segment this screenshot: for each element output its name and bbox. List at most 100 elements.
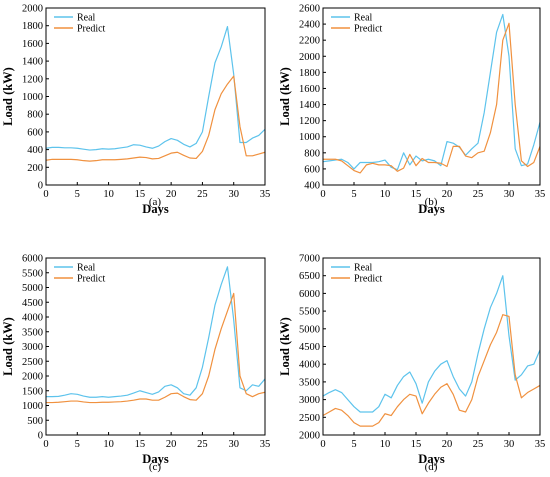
x-tick-label: 25 [473, 189, 484, 200]
x-tick-label: 20 [442, 439, 453, 450]
x-tick-label: 25 [197, 189, 208, 200]
y-tick-label: 1500 [22, 386, 43, 397]
y-tick-label: 4500 [299, 342, 320, 353]
x-tick-label: 10 [380, 439, 391, 450]
legend-label-predict: Predict [77, 274, 106, 285]
y-tick-label: 800 [27, 110, 43, 121]
x-tick-label: 25 [473, 439, 484, 450]
series-line-predict [45, 75, 266, 162]
legend-label-predict: Predict [354, 274, 383, 285]
x-tick-label: 30 [504, 189, 515, 200]
y-tick-label: 1600 [22, 39, 43, 50]
y-axis-title: Load (kW) [1, 317, 15, 376]
y-tick-label: 2000 [22, 4, 43, 15]
series-line-real [45, 25, 266, 151]
x-tick-label: 5 [75, 439, 80, 450]
y-tick-label: 0 [38, 431, 43, 442]
y-tick-label: 2000 [299, 431, 320, 442]
chart-panel-3: 0 5 10 15 20 25 30 35 0 500 1000 1500 2000 2500 3000 35… [1, 254, 270, 474]
y-tick-label: 4000 [22, 313, 43, 324]
x-tick-label: 10 [103, 189, 114, 200]
legend-label-real: Real [77, 13, 96, 24]
x-tick-label: 15 [411, 189, 422, 200]
x-tick-label: 30 [228, 189, 239, 200]
x-tick-label: 15 [411, 439, 422, 450]
y-tick-label: 1800 [299, 68, 320, 79]
legend-label-real: Real [77, 263, 96, 274]
chart-panel-1: 0 5 10 15 20 25 30 35 0 200 400 600 800 1000 1200 1400 1… [1, 4, 270, 217]
y-tick-label: 2000 [299, 52, 320, 63]
y-tick-label: 400 [27, 145, 43, 156]
x-tick-label: 20 [166, 189, 177, 200]
y-tick-label: 5000 [22, 283, 43, 294]
x-tick-label: 20 [442, 189, 453, 200]
y-axis-title: Load (kW) [278, 317, 292, 376]
y-tick-label: 4500 [22, 298, 43, 309]
y-axis-title: Load (kW) [278, 67, 292, 126]
chart-panel-2: 0 5 10 15 20 25 30 35 400 600 800 1000 1200 1400 1600 1… [278, 4, 545, 217]
y-tick-label: 1000 [22, 92, 43, 103]
y-tick-label: 1000 [299, 132, 320, 143]
y-tick-label: 600 [27, 127, 43, 138]
x-tick-label: 0 [43, 189, 48, 200]
series-line-predict [46, 292, 266, 404]
y-tick-label: 2500 [299, 413, 320, 424]
series-line-real [322, 275, 541, 413]
y-tick-label: 2500 [22, 357, 43, 368]
series-line-predict [322, 314, 541, 427]
panel-label: (d) [425, 461, 438, 473]
y-tick-label: 7000 [299, 254, 320, 265]
plot-frame [45, 257, 266, 436]
y-tick-label: 3000 [299, 395, 320, 406]
y-tick-label: 400 [304, 181, 320, 192]
y-tick-label: 2600 [299, 4, 320, 15]
y-tick-label: 1400 [299, 100, 320, 111]
x-tick-label: 25 [197, 439, 208, 450]
panel-label: (a) [149, 196, 162, 208]
plot-frame [322, 7, 541, 186]
x-axis-title: Days [418, 202, 445, 216]
y-tick-label: 1600 [299, 84, 320, 95]
y-tick-label: 1800 [22, 21, 43, 32]
y-tick-label: 800 [304, 148, 320, 159]
y-tick-label: 6000 [22, 254, 43, 265]
series-line-real [322, 13, 541, 171]
legend-label-real: Real [354, 13, 373, 24]
legend-label-real: Real [354, 263, 373, 274]
x-tick-label: 0 [320, 439, 325, 450]
y-tick-label: 5000 [299, 324, 320, 335]
x-tick-label: 30 [228, 439, 239, 450]
series-line-real [46, 266, 266, 398]
y-tick-label: 1400 [22, 57, 43, 68]
x-tick-label: 35 [535, 189, 546, 200]
legend-label-predict: Predict [77, 24, 106, 35]
y-tick-label: 6000 [299, 289, 320, 300]
x-axis-title: Days [418, 452, 445, 466]
panel-label: (c) [149, 461, 162, 473]
x-tick-label: 5 [351, 439, 356, 450]
y-tick-label: 0 [38, 181, 43, 192]
y-tick-label: 3500 [22, 327, 43, 338]
panel-label: (b) [425, 196, 438, 208]
chart-panel-4: 0 5 10 15 20 25 30 35 2000 2500 3000 3500 4000 4500 50… [278, 254, 545, 474]
y-tick-label: 3000 [22, 342, 43, 353]
y-tick-label: 1000 [22, 401, 43, 412]
x-axis-title: Days [142, 202, 169, 216]
x-tick-label: 5 [75, 189, 80, 200]
x-tick-label: 15 [135, 189, 146, 200]
x-tick-label: 10 [103, 439, 114, 450]
x-tick-label: 35 [260, 439, 271, 450]
y-tick-label: 6500 [299, 271, 320, 282]
x-tick-label: 30 [504, 439, 515, 450]
y-tick-label: 5500 [22, 268, 43, 279]
y-tick-label: 2000 [22, 372, 43, 383]
x-tick-label: 15 [135, 439, 146, 450]
x-tick-label: 20 [166, 439, 177, 450]
y-tick-label: 1200 [299, 116, 320, 127]
y-tick-label: 4000 [299, 360, 320, 371]
y-tick-label: 3500 [299, 377, 320, 388]
y-tick-label: 1200 [22, 74, 43, 85]
y-tick-label: 5500 [299, 307, 320, 318]
y-tick-label: 500 [27, 416, 43, 427]
